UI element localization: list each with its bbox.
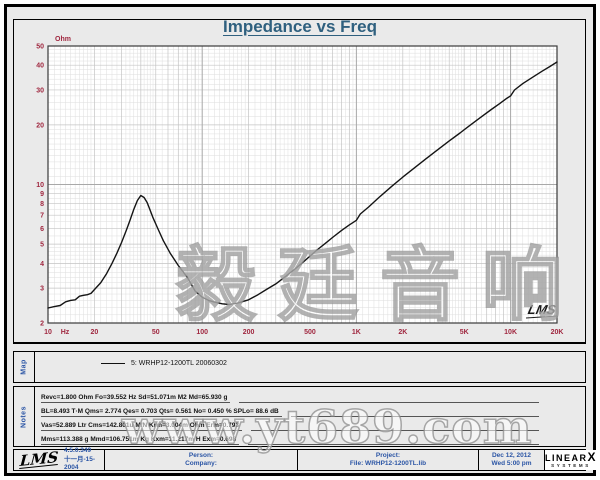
linearx-systems: SYSTEMS bbox=[551, 463, 591, 468]
page-title: Impedance vs Freq bbox=[222, 17, 377, 36]
map-label: Map bbox=[20, 359, 28, 375]
note-row: Mms=113.388 g Mmd=106.751m Kg Kxm=11.217… bbox=[41, 431, 539, 445]
legend-line-swatch bbox=[101, 363, 125, 364]
linearx-wordmark: LINEARX bbox=[545, 450, 598, 464]
status-time: Wed 5:00 pm bbox=[491, 460, 532, 467]
note-line-1: Revc=1.800 Ohm Fo=39.552 Hz Sd=51.071m M… bbox=[41, 394, 231, 403]
version-number: 4.5.0.349 bbox=[63, 447, 92, 455]
lms-logo: LMS bbox=[19, 448, 59, 470]
status-cell-person: Person: Company: bbox=[105, 450, 298, 470]
notes-panel: Notes Revc=1.800 Ohm Fo=39.552 Hz Sd=51.… bbox=[13, 386, 586, 447]
notes-label: Notes bbox=[20, 405, 28, 428]
note-line-3: Vas=52.889 Ltr Cms=142.801u M/N Krm=3.00… bbox=[41, 422, 243, 431]
linearx-x: X bbox=[587, 450, 598, 464]
note-row: BL=8.493 T·M Qms= 2.774 Qes= 0.703 Qts= … bbox=[41, 403, 539, 417]
linearx-main: LINEAR bbox=[545, 453, 588, 463]
note-rule bbox=[248, 443, 539, 445]
notes-lines: Revc=1.800 Ohm Fo=39.552 Hz Sd=51.071m M… bbox=[35, 387, 585, 446]
status-bar: LMS 4.5.0.349 十一月-15-2004 Person: Compan… bbox=[13, 447, 598, 473]
note-row: Revc=1.800 Ohm Fo=39.552 Hz Sd=51.071m M… bbox=[41, 389, 539, 403]
note-rule bbox=[239, 401, 539, 403]
graph-section bbox=[13, 19, 586, 344]
file-label: File: WRHP12-1200TL.lib bbox=[349, 460, 427, 467]
person-label: Person: bbox=[188, 451, 214, 459]
note-line-4: Mms=113.388 g Mmd=106.751m Kg Kxm=11.217… bbox=[41, 436, 240, 445]
company-label: Company: bbox=[185, 460, 217, 467]
version-block: 4.5.0.349 十一月-15-2004 bbox=[64, 447, 104, 473]
status-cell-project: Project: File: WRHP12-1200TL.lib bbox=[298, 450, 479, 470]
status-cell-datetime: Dec 12, 2012 Wed 5:00 pm bbox=[479, 450, 545, 470]
status-date: Dec 12, 2012 bbox=[491, 451, 532, 459]
version-date: 十一月-15-2004 bbox=[63, 455, 96, 472]
project-label: Project: bbox=[375, 451, 401, 459]
note-row: Vas=52.889 Ltr Cms=142.801u M/N Krm=3.00… bbox=[41, 417, 539, 431]
note-rule bbox=[290, 415, 539, 417]
note-rule bbox=[251, 429, 539, 431]
legend-text: 5: WRHP12-1200TL 20060302 bbox=[131, 360, 227, 367]
status-cell-lms: LMS 4.5.0.349 十一月-15-2004 bbox=[14, 447, 105, 473]
legend: 5: WRHP12-1200TL 20060302 bbox=[35, 352, 585, 382]
note-line-2: BL=8.493 T·M Qms= 2.774 Qes= 0.703 Qts= … bbox=[41, 408, 282, 417]
map-panel: Map 5: WRHP12-1200TL 20060302 bbox=[13, 351, 586, 383]
map-gutter: Map bbox=[14, 352, 35, 382]
linearx-logo: LINEARX SYSTEMS bbox=[545, 450, 598, 470]
notes-gutter: Notes bbox=[14, 387, 35, 446]
